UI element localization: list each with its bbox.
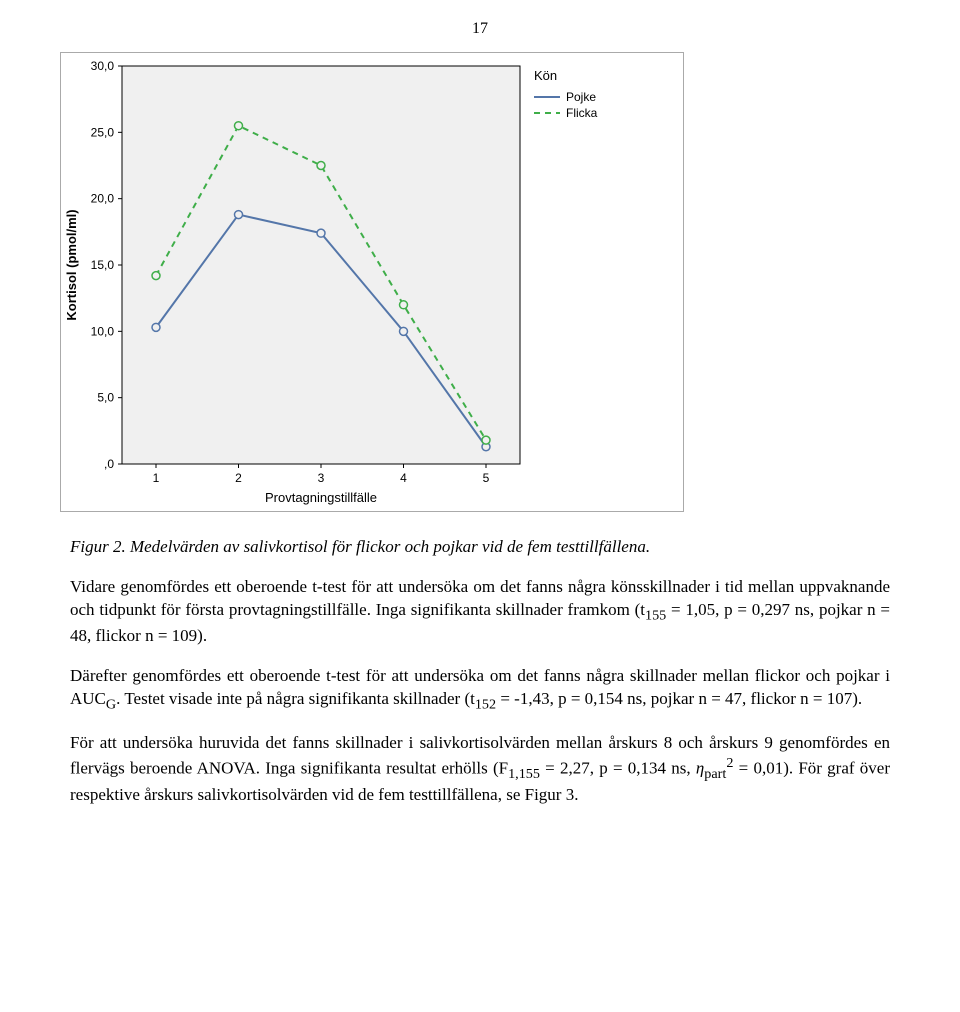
svg-text:10,0: 10,0 <box>91 324 115 338</box>
body-text: Figur 2. Medelvärden av salivkortisol fö… <box>0 536 960 865</box>
svg-text:,0: ,0 <box>104 457 114 471</box>
svg-text:30,0: 30,0 <box>91 59 115 73</box>
p4-b: = 2,27, p = 0,134 ns, <box>540 759 696 778</box>
svg-text:Kön: Kön <box>534 68 557 83</box>
p2-sub1: 155 <box>645 607 666 623</box>
chart-container: ,0 5,0 10,0 15,0 20,0 25,0 30,0 Kortisol (pmol/… <box>60 52 960 512</box>
caption-text: Figur 2. Medelvärden av salivkortisol fö… <box>70 537 650 556</box>
svg-text:20,0: 20,0 <box>91 192 115 206</box>
p4-sub1: 1,155 <box>508 766 540 782</box>
svg-text:Flicka: Flicka <box>566 106 598 120</box>
p3-b: . Testet visade inte på några signifikan… <box>116 689 475 708</box>
svg-text:5,0: 5,0 <box>97 391 114 405</box>
figure-caption: Figur 2. Medelvärden av salivkortisol fö… <box>70 536 890 558</box>
svg-text:Pojke: Pojke <box>566 90 596 104</box>
paragraph-3: Därefter genomfördes ett oberoende t-tes… <box>70 665 890 714</box>
svg-text:Provtagningstillfälle: Provtagningstillfälle <box>265 490 377 505</box>
p3-sub1: G <box>106 696 116 712</box>
p3-sub2: 152 <box>475 696 496 712</box>
svg-text:1: 1 <box>153 471 160 485</box>
paragraph-4: För att undersöka huruvida det fanns ski… <box>70 732 890 807</box>
p3-c: = -1,43, p = 0,154 ns, pojkar n = 47, fl… <box>496 689 862 708</box>
svg-text:3: 3 <box>318 471 325 485</box>
page-number: 17 <box>0 0 960 44</box>
svg-text:5: 5 <box>483 471 490 485</box>
svg-text:25,0: 25,0 <box>91 125 115 139</box>
svg-text:Kortisol (pmol/ml): Kortisol (pmol/ml) <box>64 209 79 320</box>
svg-text:4: 4 <box>400 471 407 485</box>
p4-sub2: part <box>704 766 726 782</box>
svg-text:2: 2 <box>235 471 242 485</box>
paragraph-2: Vidare genomfördes ett oberoende t-test … <box>70 576 890 647</box>
svg-text:15,0: 15,0 <box>91 258 115 272</box>
kortisol-chart: ,0 5,0 10,0 15,0 20,0 25,0 30,0 Kortisol (pmol/… <box>60 52 684 512</box>
